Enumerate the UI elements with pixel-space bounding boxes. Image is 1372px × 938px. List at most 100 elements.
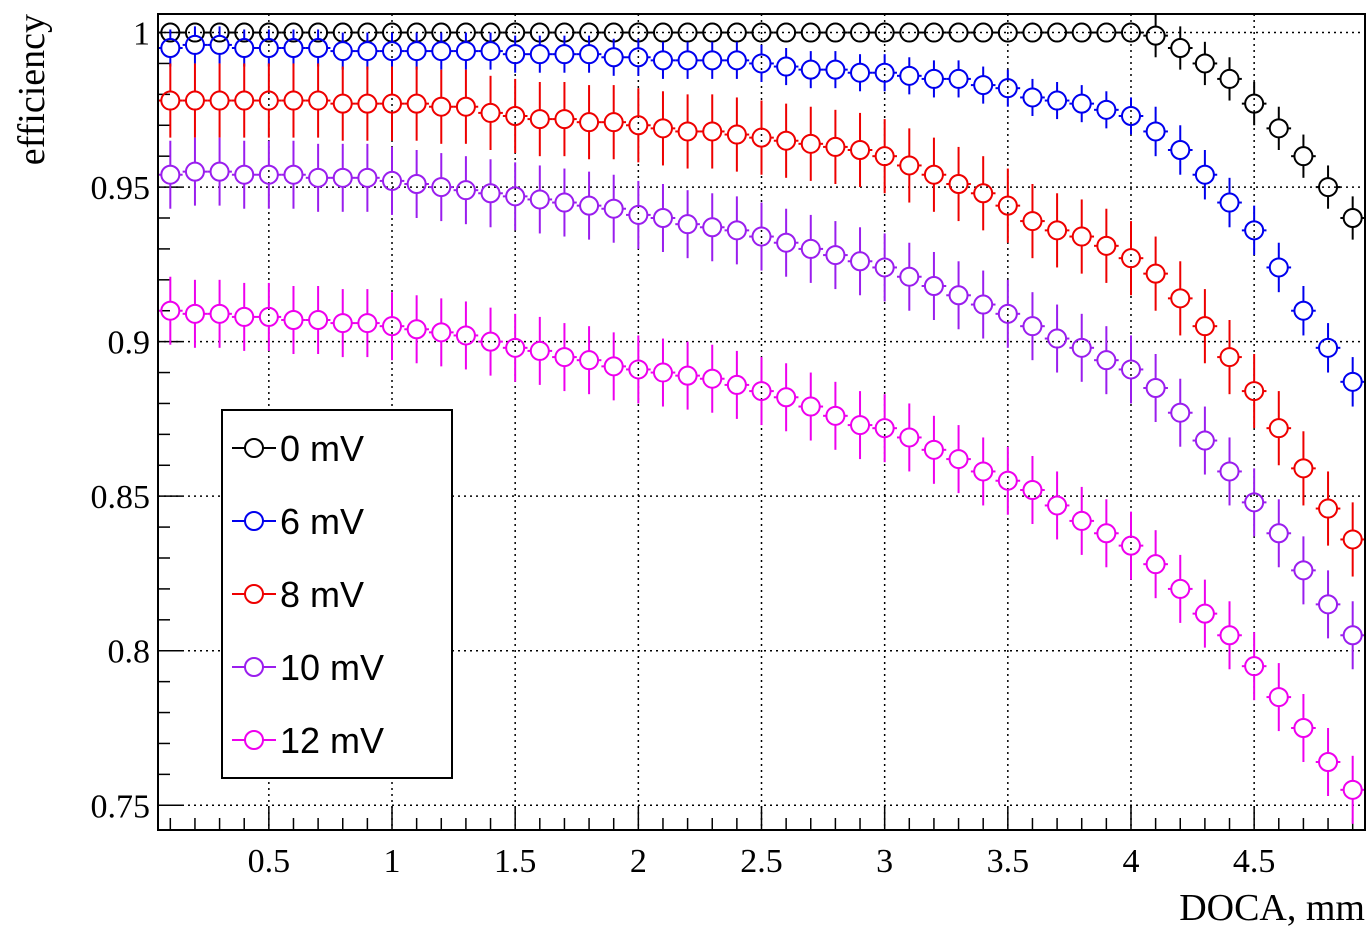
data-point [603, 112, 624, 133]
data-point [160, 22, 181, 43]
data-point [1145, 378, 1166, 398]
data-point [1145, 263, 1166, 284]
data-point [751, 53, 772, 74]
data-point [652, 50, 673, 71]
data-point [455, 325, 476, 346]
data-point [800, 396, 821, 417]
data-point [1071, 510, 1092, 531]
data-point [1071, 226, 1092, 247]
data-point [431, 41, 452, 62]
data-point [431, 322, 452, 343]
data-point [184, 303, 205, 324]
data-point [1170, 38, 1191, 58]
data-point [948, 68, 969, 89]
data-point [184, 34, 205, 55]
series-10-mv [158, 137, 1365, 670]
data-point [1293, 300, 1314, 321]
data-point [406, 319, 427, 340]
data-point [652, 22, 673, 43]
data-point [1244, 492, 1265, 513]
data-point [726, 50, 747, 71]
x-tick-label: 4.5 [1233, 843, 1276, 880]
series-12-mv [158, 276, 1365, 824]
data-point [776, 232, 797, 253]
data-point [406, 174, 427, 194]
y-axis-title: efficiency [11, 14, 53, 165]
data-point [1219, 68, 1240, 89]
data-point [455, 180, 476, 201]
data-point [677, 50, 698, 71]
data-point [1268, 523, 1289, 544]
data-point [1244, 381, 1265, 402]
series-8-mv [158, 63, 1365, 577]
data-point [899, 427, 920, 448]
data-point [308, 38, 329, 58]
data-point [1096, 235, 1117, 256]
data-point [209, 90, 230, 111]
data-point [973, 294, 994, 315]
data-point [973, 22, 994, 43]
data-point [1096, 22, 1117, 43]
data-point [1047, 328, 1068, 349]
data-point [948, 449, 969, 470]
data-point [308, 167, 329, 188]
data-point [1342, 208, 1363, 228]
data-point [997, 78, 1018, 99]
data-point [579, 195, 600, 216]
data-point [1071, 22, 1092, 43]
data-point [726, 220, 747, 241]
data-point [850, 22, 871, 43]
data-point [1268, 257, 1289, 278]
data-point [382, 93, 403, 114]
data-point [923, 164, 944, 185]
data-point [1047, 220, 1068, 241]
legend-marker [244, 730, 264, 750]
data-point [160, 164, 181, 185]
data-point [948, 174, 969, 194]
data-point [1120, 106, 1141, 126]
data-point [923, 68, 944, 89]
data-point [455, 41, 476, 62]
data-point [308, 90, 329, 111]
data-point [899, 155, 920, 176]
data-point [1268, 687, 1289, 708]
x-tick-label: 2 [630, 843, 647, 880]
data-point [1194, 53, 1215, 74]
legend: 0 mV 6 mV 8 mV 10 mV 12 mV [221, 409, 453, 779]
data-point [1194, 430, 1215, 451]
data-point [874, 257, 895, 278]
legend-marker [244, 657, 264, 677]
legend-label: 10 mV [280, 647, 384, 688]
data-point [850, 140, 871, 160]
data-point [1342, 529, 1363, 550]
data-point [283, 310, 304, 330]
data-point [800, 59, 821, 80]
data-point [1268, 418, 1289, 439]
data-point [1145, 25, 1166, 46]
data-point [751, 226, 772, 247]
data-point [899, 22, 920, 43]
data-point [160, 38, 181, 58]
data-point [1120, 359, 1141, 380]
x-axis-title: DOCA, mm [1179, 887, 1365, 929]
data-point [234, 22, 255, 43]
data-point [677, 365, 698, 386]
data-point [209, 161, 230, 182]
data-point [1219, 625, 1240, 646]
data-point [431, 177, 452, 198]
data-point [234, 90, 255, 111]
data-point [1047, 90, 1068, 111]
data-point [431, 96, 452, 117]
data-point [776, 22, 797, 43]
data-point [505, 337, 526, 358]
data-point [776, 387, 797, 408]
data-point [505, 186, 526, 207]
data-point [529, 44, 550, 65]
legend-label: 6 mV [280, 501, 364, 542]
data-point [283, 90, 304, 111]
data-point [357, 93, 378, 114]
data-point [973, 461, 994, 482]
data-point [850, 62, 871, 83]
